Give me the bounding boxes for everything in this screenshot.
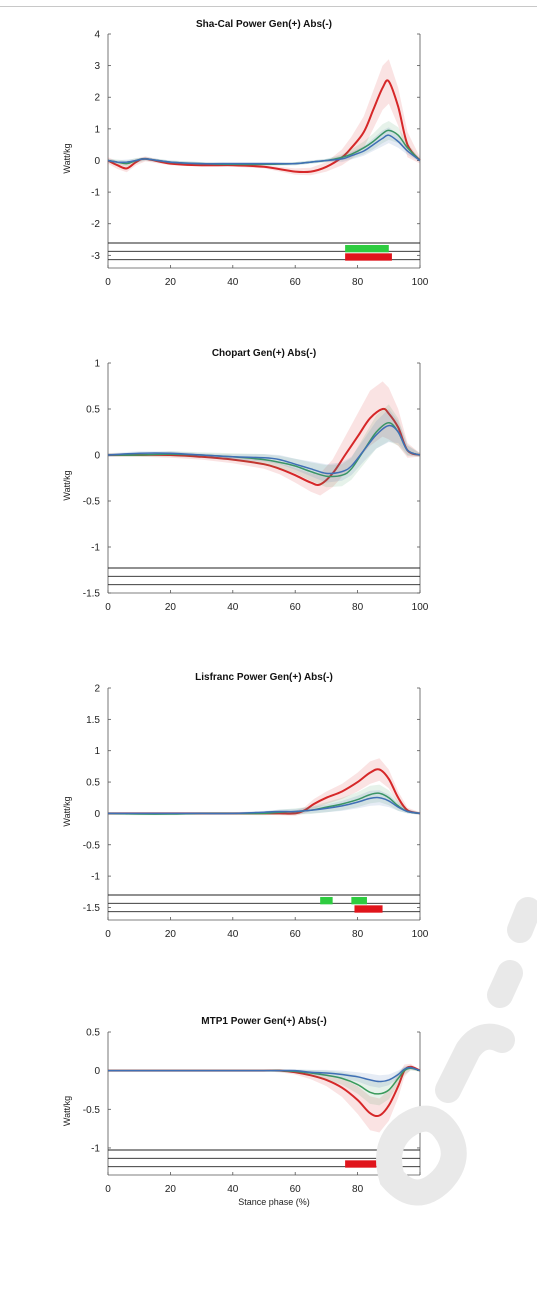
chart-panel-4: MTP1 Power Gen(+) Abs(-) 0.5 0 -0.5 -1 0 20 40 6… xyxy=(62,1016,429,1207)
y-tick-label: -1 xyxy=(91,1143,100,1154)
x-tick-label: 0 xyxy=(105,929,111,940)
x-tick-label: 20 xyxy=(165,277,177,288)
y-tick-label: 0 xyxy=(94,1066,100,1077)
y-tick-label: 1 xyxy=(94,124,100,135)
x-tick-label: 20 xyxy=(165,929,177,940)
series-band-red xyxy=(108,758,420,816)
x-tick-label: 0 xyxy=(105,602,111,613)
x-tick-label: 0 xyxy=(105,277,111,288)
x-tick-label: 80 xyxy=(352,1184,364,1195)
significance-bar xyxy=(351,897,367,905)
y-tick-label: -1.5 xyxy=(83,589,101,600)
y-axis-label: Watt/kg xyxy=(62,1096,72,1126)
y-tick-label: 0 xyxy=(94,809,100,820)
series-line-red xyxy=(107,79,421,174)
x-tick-label: 40 xyxy=(227,602,239,613)
x-tick-label: 60 xyxy=(290,602,302,613)
y-axis-label: Watt/kg xyxy=(62,470,72,500)
y-tick-label: 2 xyxy=(94,93,100,104)
x-tick-label: 20 xyxy=(165,602,177,613)
significance-bar xyxy=(354,905,383,913)
x-tick-label: 60 xyxy=(290,929,302,940)
series-line-blue xyxy=(107,424,421,475)
significance-bar xyxy=(345,1160,377,1168)
x-tick-label: 20 xyxy=(165,1184,177,1195)
y-tick-label: -1 xyxy=(91,872,100,883)
chart-panel-2: Chopart Gen(+) Abs(-) 1 0.5 0 -0.5 -1 -1.5 0 20 4… xyxy=(62,348,429,613)
x-axis-label: Stance phase (%) xyxy=(238,1197,310,1207)
y-tick-label: -0.5 xyxy=(83,1105,101,1116)
significance-bar xyxy=(320,897,333,905)
x-tick-label: 100 xyxy=(412,277,429,288)
x-tick-label: 100 xyxy=(412,602,429,613)
chart-title: Chopart Gen(+) Abs(-) xyxy=(212,348,316,359)
x-tick-label: 100 xyxy=(412,1184,429,1195)
y-tick-label: -2 xyxy=(91,219,100,230)
x-tick-label: 80 xyxy=(352,929,364,940)
series-line-red xyxy=(107,407,421,487)
chart-title: Sha-Cal Power Gen(+) Abs(-) xyxy=(196,19,332,30)
series-band-green xyxy=(108,1066,420,1106)
series-band-red xyxy=(108,59,420,176)
x-tick-label: 80 xyxy=(352,602,364,613)
y-tick-label: 2 xyxy=(94,684,100,695)
x-tick-label: 60 xyxy=(290,1184,302,1195)
y-tick-label: 0.5 xyxy=(86,1028,100,1039)
series-band-green xyxy=(108,404,420,488)
y-tick-label: -3 xyxy=(91,251,100,262)
x-tick-label: 100 xyxy=(412,929,429,940)
x-tick-label: 40 xyxy=(227,277,239,288)
series-line-blue xyxy=(107,796,421,815)
series-band-blue xyxy=(108,409,420,483)
y-tick-label: -1 xyxy=(91,188,100,199)
series-band-red xyxy=(108,1063,420,1133)
y-tick-label: 3 xyxy=(94,61,100,72)
series-band-blue xyxy=(108,1066,420,1088)
y-axis-label: Watt/kg xyxy=(62,796,72,826)
series-line-blue xyxy=(107,134,421,165)
y-tick-label: 0.5 xyxy=(86,778,100,789)
significance-bar xyxy=(345,245,389,253)
series-line-blue xyxy=(107,1066,421,1083)
y-tick-label: -0.5 xyxy=(83,497,101,508)
y-tick-label: -1 xyxy=(91,543,100,554)
y-tick-label: -0.5 xyxy=(83,840,101,851)
y-tick-label: 4 xyxy=(94,30,100,41)
series-band-red xyxy=(108,381,420,496)
x-tick-label: 40 xyxy=(227,929,239,940)
series-band-green xyxy=(108,784,420,816)
chart-panel-1: Sha-Cal Power Gen(+) Abs(-) 4 3 2 1 0 -1 -2 -3 0 2… xyxy=(62,19,429,288)
y-tick-label: 0.5 xyxy=(86,405,100,416)
series-band-green xyxy=(108,121,420,167)
y-tick-label: 1.5 xyxy=(86,715,100,726)
y-tick-label: 0 xyxy=(94,451,100,462)
x-tick-label: 40 xyxy=(227,1184,239,1195)
y-tick-label: -1.5 xyxy=(83,903,101,914)
y-tick-label: 1 xyxy=(94,746,100,757)
chart-title: Lisfranc Power Gen(+) Abs(-) xyxy=(195,672,333,683)
page-top-rule xyxy=(0,6,537,7)
chart-title: MTP1 Power Gen(+) Abs(-) xyxy=(201,1016,326,1027)
x-tick-label: 80 xyxy=(352,277,364,288)
y-tick-label: 0 xyxy=(94,156,100,167)
x-tick-label: 0 xyxy=(105,1184,111,1195)
x-tick-label: 60 xyxy=(290,277,302,288)
series-band-blue xyxy=(108,790,420,815)
series-band-blue xyxy=(108,127,420,166)
y-tick-label: 1 xyxy=(94,359,100,370)
y-axis-label: Watt/kg xyxy=(62,143,72,173)
chart-panel-3: Lisfranc Power Gen(+) Abs(-) 2 1.5 1 0.5 0 -0.… xyxy=(62,672,429,940)
significance-bar xyxy=(345,253,392,261)
